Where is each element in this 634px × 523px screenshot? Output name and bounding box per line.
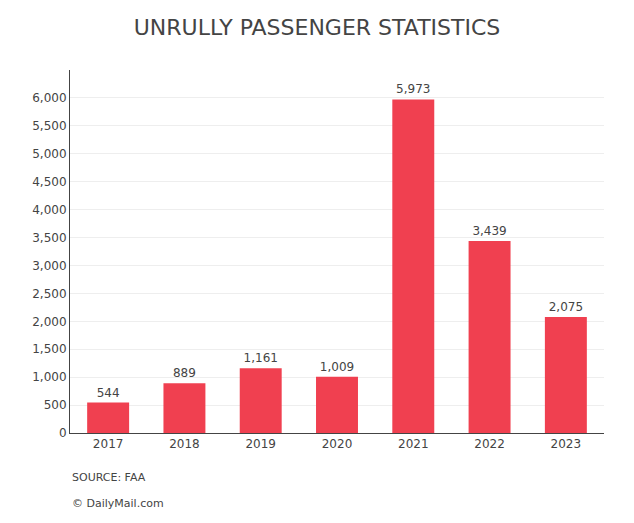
svg-text:© DailyMail.com: © DailyMail.com (72, 497, 164, 510)
svg-text:0: 0 (59, 426, 67, 440)
svg-text:2020: 2020 (322, 437, 353, 451)
svg-text:2021: 2021 (398, 437, 429, 451)
svg-text:1,009: 1,009 (320, 360, 354, 374)
svg-text:2018: 2018 (169, 437, 200, 451)
svg-text:889: 889 (173, 366, 196, 380)
svg-text:6,000: 6,000 (32, 91, 66, 105)
svg-text:2022: 2022 (474, 437, 505, 451)
svg-text:2,000: 2,000 (32, 315, 66, 329)
svg-text:544: 544 (97, 386, 120, 400)
svg-text:1,000: 1,000 (32, 370, 66, 384)
svg-text:UNRULLY PASSENGER STATISTICS: UNRULLY PASSENGER STATISTICS (134, 15, 501, 40)
svg-text:5,500: 5,500 (32, 119, 66, 133)
svg-text:2017: 2017 (93, 437, 124, 451)
svg-text:2,075: 2,075 (549, 300, 583, 314)
svg-text:2023: 2023 (551, 437, 582, 451)
svg-text:4,000: 4,000 (32, 203, 66, 217)
svg-text:3,000: 3,000 (32, 259, 66, 273)
svg-text:SOURCE: FAA: SOURCE: FAA (72, 471, 146, 484)
svg-text:2,500: 2,500 (32, 287, 66, 301)
svg-text:3,439: 3,439 (472, 224, 506, 238)
svg-text:3,500: 3,500 (32, 231, 66, 245)
svg-text:5,973: 5,973 (396, 82, 430, 96)
svg-text:2019: 2019 (245, 437, 276, 451)
svg-text:4,500: 4,500 (32, 175, 66, 189)
svg-text:5,000: 5,000 (32, 147, 66, 161)
svg-text:1,161: 1,161 (244, 351, 278, 365)
svg-text:500: 500 (44, 398, 67, 412)
svg-text:1,500: 1,500 (32, 342, 66, 356)
